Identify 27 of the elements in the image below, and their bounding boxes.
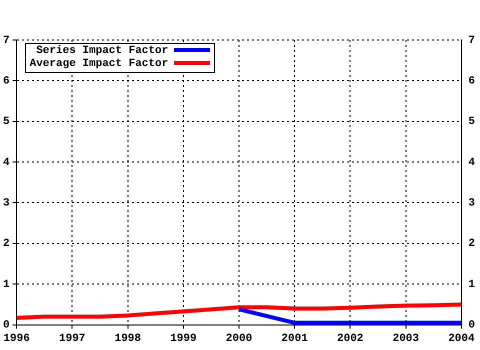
x-tick-label: 2000 (226, 333, 252, 346)
y-tick-label: 4 (2, 156, 10, 169)
y2-tick-label: 1 (468, 278, 476, 291)
legend-label: Average Impact Factor (30, 58, 168, 70)
y-tick-label: 0 (2, 320, 10, 332)
x-tick-label: 1998 (114, 333, 142, 346)
y2-tick-label: 3 (468, 198, 476, 210)
legend-label: Series Impact Factor (36, 45, 168, 57)
y2-tick-label: 0 (468, 320, 476, 332)
y-tick-label: 2 (2, 238, 10, 250)
y2-tick-label: 7 (468, 34, 476, 47)
y2-tick-label: 6 (468, 75, 476, 88)
x-tick-label: 2001 (281, 333, 308, 346)
x-tick-label: 1996 (3, 333, 30, 346)
x-tick-label: 2004 (448, 333, 475, 346)
x-tick-label: 1997 (59, 333, 86, 346)
y2-tick-label: 5 (468, 116, 476, 128)
y-tick-label: 3 (2, 198, 10, 210)
y2-tick-label: 4 (468, 156, 476, 169)
y-tick-label: 7 (2, 34, 10, 47)
y-tick-label: 6 (2, 75, 10, 88)
x-tick-label: 2003 (392, 333, 420, 346)
x-tick-label: 1999 (170, 333, 197, 346)
y-tick-label: 1 (2, 278, 10, 291)
y2-tick-label: 2 (468, 238, 476, 250)
y-tick-label: 5 (2, 116, 10, 128)
x-tick-label: 2002 (336, 333, 364, 346)
